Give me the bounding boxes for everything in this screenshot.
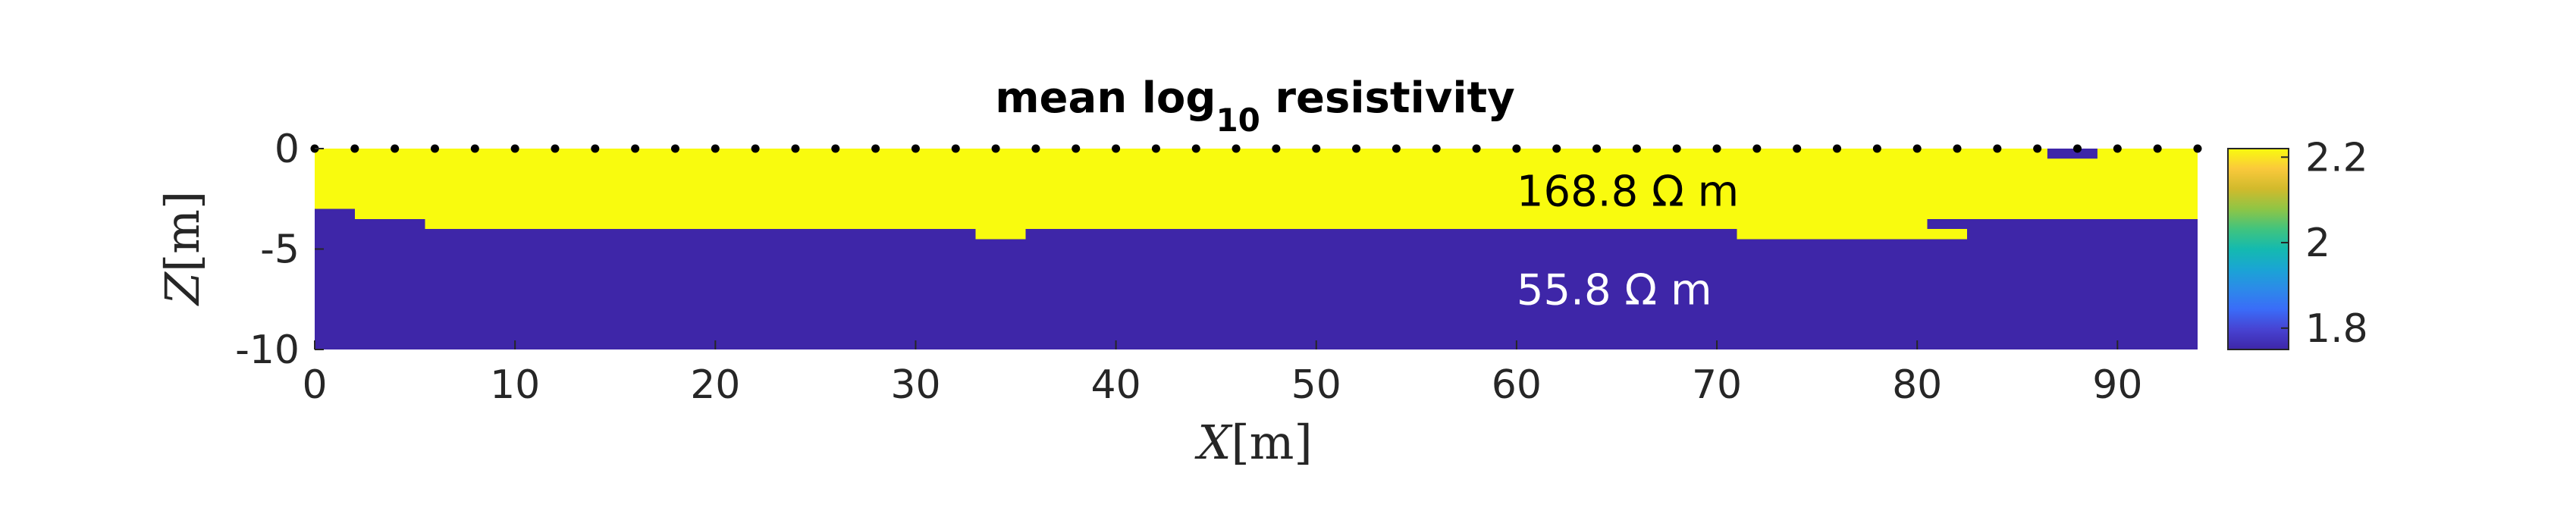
electrode-marker bbox=[1151, 144, 1160, 153]
electrode-marker bbox=[831, 144, 840, 153]
electrode-marker bbox=[591, 144, 600, 153]
electrode-marker bbox=[391, 144, 400, 153]
electrode-marker bbox=[871, 144, 880, 153]
x-axis: 0 10 20 30 40 50 60 70 80 90 bbox=[302, 340, 2142, 408]
electrode-marker bbox=[991, 144, 1000, 153]
electrode-marker bbox=[951, 144, 960, 153]
layer-annotations: 168.8 Ω m 55.8 Ω m bbox=[1517, 168, 1739, 315]
electrode-marker bbox=[1953, 144, 1962, 153]
electrode-marker bbox=[1312, 144, 1321, 153]
x-tick-label: 80 bbox=[1892, 362, 1942, 408]
electrode-marker bbox=[510, 144, 519, 153]
plot-area bbox=[315, 149, 2198, 349]
colorbar-gradient bbox=[2227, 148, 2289, 350]
electrode-marker bbox=[2073, 144, 2082, 153]
electrode-marker bbox=[1432, 144, 1441, 153]
electrode-marker bbox=[751, 144, 760, 153]
electrode-marker bbox=[1191, 144, 1200, 153]
electrode-marker bbox=[1352, 144, 1361, 153]
electrode-marker bbox=[1112, 144, 1121, 153]
top-layer-segment bbox=[1967, 149, 2198, 219]
layer-resistivity-label: 168.8 Ω m bbox=[1517, 168, 1739, 217]
y-tick-label: 0 bbox=[275, 127, 300, 172]
electrode-marker bbox=[1272, 144, 1281, 153]
electrode-marker bbox=[1232, 144, 1241, 153]
electrode-markers bbox=[310, 144, 2202, 153]
electrode-marker bbox=[2153, 144, 2162, 153]
electrode-marker bbox=[1552, 144, 1561, 153]
colorbar-tick-label: 2.2 bbox=[2305, 135, 2368, 180]
x-tick-label: 20 bbox=[690, 362, 740, 408]
electrode-marker bbox=[1872, 144, 1881, 153]
electrode-marker bbox=[1512, 144, 1521, 153]
electrode-marker bbox=[631, 144, 640, 153]
top-layer-segment bbox=[1737, 149, 1928, 240]
x-tick-label: 60 bbox=[1492, 362, 1542, 408]
electrode-marker bbox=[1993, 144, 2002, 153]
top-layer-segment bbox=[1025, 149, 1737, 229]
electrode-marker bbox=[1672, 144, 1681, 153]
electrode-marker bbox=[1072, 144, 1081, 153]
electrode-marker bbox=[1592, 144, 1602, 153]
layer-resistivity-label: 55.8 Ω m bbox=[1517, 266, 1712, 315]
y-tick-label: -10 bbox=[235, 328, 300, 373]
y-tick-label: -5 bbox=[260, 227, 300, 273]
x-tick-label: 70 bbox=[1692, 362, 1742, 408]
x-tick-label: 90 bbox=[2092, 362, 2142, 408]
electrode-marker bbox=[2193, 144, 2202, 153]
electrode-marker bbox=[1031, 144, 1040, 153]
top-layer-segment bbox=[315, 149, 355, 209]
electrode-marker bbox=[1752, 144, 1762, 153]
electrode-marker bbox=[551, 144, 560, 153]
x-axis-label: X[m] bbox=[1194, 415, 1312, 470]
electrode-marker bbox=[1833, 144, 1842, 153]
x-tick-label: 40 bbox=[1091, 362, 1141, 408]
y-axis: 0 -5 -10 bbox=[235, 127, 324, 373]
electrode-marker bbox=[350, 144, 359, 153]
x-tick-label: 0 bbox=[302, 362, 327, 408]
electrode-marker bbox=[1712, 144, 1721, 153]
electrode-marker bbox=[711, 144, 720, 153]
x-tick-label: 10 bbox=[490, 362, 540, 408]
electrode-marker bbox=[1793, 144, 1802, 153]
electrode-marker bbox=[470, 144, 479, 153]
electrode-marker bbox=[2033, 144, 2042, 153]
electrode-marker bbox=[1472, 144, 1481, 153]
top-layer-segment bbox=[975, 149, 1026, 240]
top-layer-segment bbox=[425, 149, 976, 229]
electrode-marker bbox=[430, 144, 439, 153]
chart-title: mean log10 resistivity bbox=[995, 74, 1515, 139]
colorbar-tick-label: 1.8 bbox=[2305, 306, 2368, 352]
colorbar: 2.2 2 1.8 bbox=[2227, 135, 2368, 352]
colorbar-tick-label: 2 bbox=[2305, 221, 2330, 266]
electrode-marker bbox=[791, 144, 800, 153]
electrode-marker bbox=[2113, 144, 2122, 153]
electrode-marker bbox=[911, 144, 920, 153]
top-layer-segment bbox=[354, 149, 425, 219]
x-tick-label: 30 bbox=[890, 362, 940, 408]
x-tick-label: 50 bbox=[1291, 362, 1341, 408]
surface-anomaly bbox=[2047, 149, 2098, 159]
y-axis-label: Z[m] bbox=[155, 191, 210, 306]
interface-step bbox=[1927, 218, 1968, 229]
electrode-marker bbox=[1392, 144, 1401, 153]
electrode-marker bbox=[1632, 144, 1641, 153]
electrode-marker bbox=[670, 144, 679, 153]
electrode-marker bbox=[1912, 144, 1922, 153]
